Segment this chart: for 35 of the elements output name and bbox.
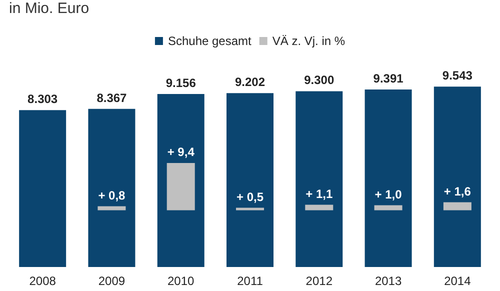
bar [364, 90, 412, 267]
x-tick-label: 2014 [444, 274, 472, 288]
bar [98, 206, 126, 210]
chart-title: in Mio. Euro [9, 0, 90, 17]
data-label: 9.391 [373, 72, 404, 86]
x-tick-label: 2009 [98, 274, 126, 288]
data-label: 8.367 [96, 90, 128, 105]
x-tick-label: 2011 [237, 274, 264, 288]
data-label: 9.300 [304, 73, 334, 88]
data-label: + 1,6 [444, 184, 472, 198]
bar [374, 205, 402, 210]
bar [434, 86, 481, 267]
data-label: 9.156 [166, 76, 196, 90]
bar [236, 208, 264, 210]
legend-label: Schuhe gesamt [168, 34, 252, 48]
data-label: 9.543 [442, 68, 473, 83]
x-tick-label: 2008 [29, 274, 56, 288]
bar [443, 202, 472, 210]
data-label: 8.303 [28, 92, 58, 106]
bar [19, 110, 66, 267]
bar [296, 91, 343, 267]
x-tick-label: 2010 [168, 274, 195, 288]
data-label: + 9,4 [167, 145, 195, 160]
legend-label: VÄ z. Vj. in % [272, 34, 346, 48]
data-label: + 1,1 [306, 186, 333, 201]
x-tick-label: 2013 [374, 274, 402, 288]
data-label: + 1,0 [374, 187, 402, 202]
x-tick-label: 2012 [306, 274, 333, 288]
bar [226, 93, 274, 267]
data-label: + 0,5 [236, 190, 264, 204]
data-label: + 0,8 [98, 188, 126, 202]
bar [88, 108, 136, 267]
bar [166, 163, 195, 210]
bar [305, 204, 334, 210]
data-label: 9.202 [234, 75, 266, 90]
